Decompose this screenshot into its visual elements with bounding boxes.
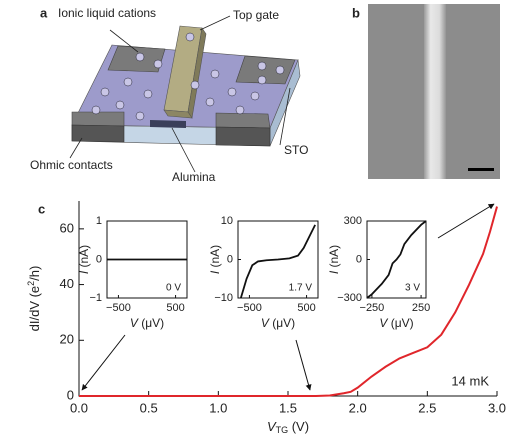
panel-label: c [38,201,45,216]
x-tick-label: 3.0 [488,400,506,415]
x-axis-label: V (μV) [130,316,164,330]
y-axis-label: I (nA) [208,245,222,274]
x-tick-label: −250 [360,302,385,314]
device-schematic [70,16,300,172]
x-axis-label: V (μV) [379,316,413,330]
label-part: (nA) [208,245,222,271]
label-part: (μV) [138,316,164,330]
y-tick-label: 10 [221,215,233,227]
label-part: (nA) [77,245,91,271]
x-tick-label: 250 [412,302,430,314]
y-tick-label: 0 [227,253,233,265]
y-tick-label: 300 [344,215,362,227]
schematic-label: STO [284,143,308,157]
y-axis-label: I (nA) [327,245,341,274]
figure: a Ionic liquid cations Top gate Ohmic co… [0,0,506,438]
x-tick-label: −500 [106,302,131,314]
label-part: TG [276,425,289,435]
y-tick-label: 40 [60,276,74,291]
x-axis-label: VTG (V) [267,419,309,435]
x-tick-label: 0.5 [140,400,158,415]
label-part: /h) [27,266,42,281]
y-axis-label: I (nA) [77,245,91,274]
annotation: 1.7 V [289,283,313,294]
schematic-label: Ionic liquid cations [58,6,156,20]
label-part: (V) [288,419,309,434]
x-axis-label: V (μV) [261,316,295,330]
x-tick-label: 0.0 [70,400,88,415]
schematic-label: Top gate [233,8,279,22]
y-tick-label: 60 [60,220,74,235]
y-tick-label: 0 [356,253,362,265]
x-tick-label: 2.0 [349,400,367,415]
x-tick-label: −500 [237,302,262,314]
y-tick-label: −10 [214,292,233,304]
y-tick-label: 0 [96,253,102,265]
label-part: (μV) [387,316,413,330]
schematic-label: Ohmic contacts [30,158,113,172]
label-part: (μV) [269,316,295,330]
y-tick-label: −300 [337,292,362,304]
sem-image [368,4,500,179]
annotation: 3 V [405,283,420,294]
panel-label: a [40,5,48,20]
annotation: 0 V [166,283,181,294]
label-part: dI/dV (e [27,286,42,332]
y-tick-label: 20 [60,332,74,347]
annotation: 14 mK [451,373,489,388]
x-tick-label: 2.5 [418,400,436,415]
y-tick-label: −1 [89,292,102,304]
panel-label: b [352,5,360,20]
label-part: (nA) [327,245,341,271]
y-tick-label: 0 [67,387,74,402]
schematic-label: Alumina [172,170,216,184]
y-tick-label: 1 [96,215,102,227]
x-tick-label: 500 [297,302,315,314]
x-tick-label: 1.0 [209,400,227,415]
y-axis-label: dI/dV (e2/h) [26,266,42,332]
x-tick-label: 500 [166,302,184,314]
x-tick-label: 1.5 [279,400,297,415]
